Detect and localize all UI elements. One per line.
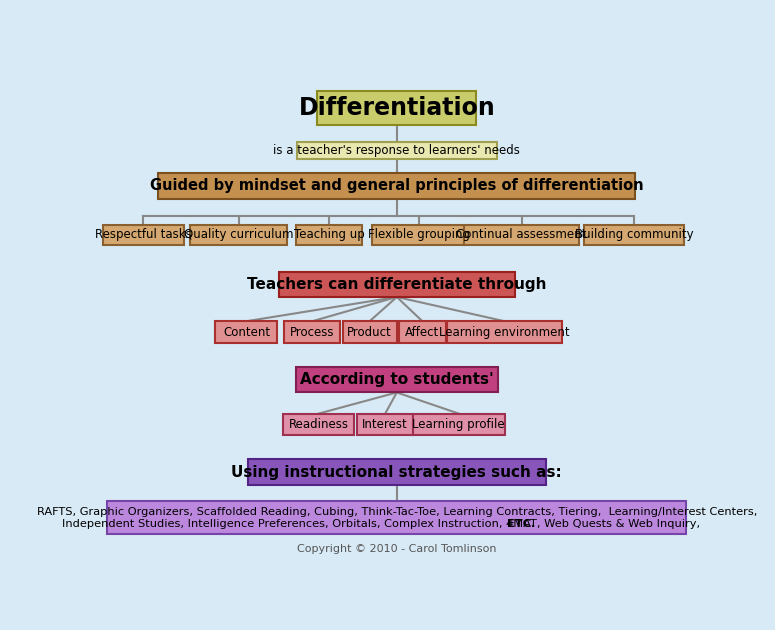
FancyBboxPatch shape [248,459,546,485]
FancyBboxPatch shape [447,321,562,343]
FancyBboxPatch shape [283,414,354,435]
Text: ETC.: ETC. [507,518,535,529]
FancyBboxPatch shape [284,321,340,343]
FancyBboxPatch shape [413,414,505,435]
FancyBboxPatch shape [191,225,288,245]
Text: Content: Content [223,326,270,338]
FancyBboxPatch shape [279,272,515,297]
Text: is a teacher's response to learners' needs: is a teacher's response to learners' nee… [274,144,520,157]
FancyBboxPatch shape [107,501,687,534]
Text: Building community: Building community [574,229,694,241]
Text: RAFTS, Graphic Organizers, Scaffolded Reading, Cubing, Think-Tac-Toe, Learning C: RAFTS, Graphic Organizers, Scaffolded Re… [36,507,757,517]
Text: Teachers can differentiate through: Teachers can differentiate through [247,277,546,292]
Text: Differentiation: Differentiation [298,96,495,120]
FancyBboxPatch shape [356,414,414,435]
Text: Guided by mindset and general principles of differentiation: Guided by mindset and general principles… [150,178,643,193]
Text: Interest: Interest [362,418,408,431]
Text: Affect: Affect [405,326,439,338]
Text: Continual assessment: Continual assessment [456,229,587,241]
Text: Respectful tasks: Respectful tasks [95,229,191,241]
Text: Using instructional strategies such as:: Using instructional strategies such as: [232,465,562,479]
FancyBboxPatch shape [584,225,684,245]
FancyBboxPatch shape [159,173,636,199]
Text: According to students': According to students' [300,372,494,387]
FancyBboxPatch shape [215,321,277,343]
FancyBboxPatch shape [296,225,363,245]
FancyBboxPatch shape [296,367,498,392]
Text: Learning environment: Learning environment [439,326,570,338]
FancyBboxPatch shape [399,321,446,343]
FancyBboxPatch shape [372,225,465,245]
Text: Process: Process [290,326,335,338]
Text: Flexible grouping: Flexible grouping [367,229,470,241]
FancyBboxPatch shape [464,225,579,245]
Text: Teaching up: Teaching up [294,229,365,241]
FancyBboxPatch shape [343,321,397,343]
Text: Independent Studies, Intelligence Preferences, Orbitals, Complex Instruction, 4M: Independent Studies, Intelligence Prefer… [62,518,704,529]
Text: Learning profile: Learning profile [412,418,505,431]
Text: Quality curriculum: Quality curriculum [184,229,294,241]
FancyBboxPatch shape [297,142,497,159]
Text: Product: Product [347,326,392,338]
Text: Copyright © 2010 - Carol Tomlinson: Copyright © 2010 - Carol Tomlinson [297,544,497,554]
FancyBboxPatch shape [318,91,476,125]
Text: Readiness: Readiness [288,418,349,431]
FancyBboxPatch shape [102,225,184,245]
